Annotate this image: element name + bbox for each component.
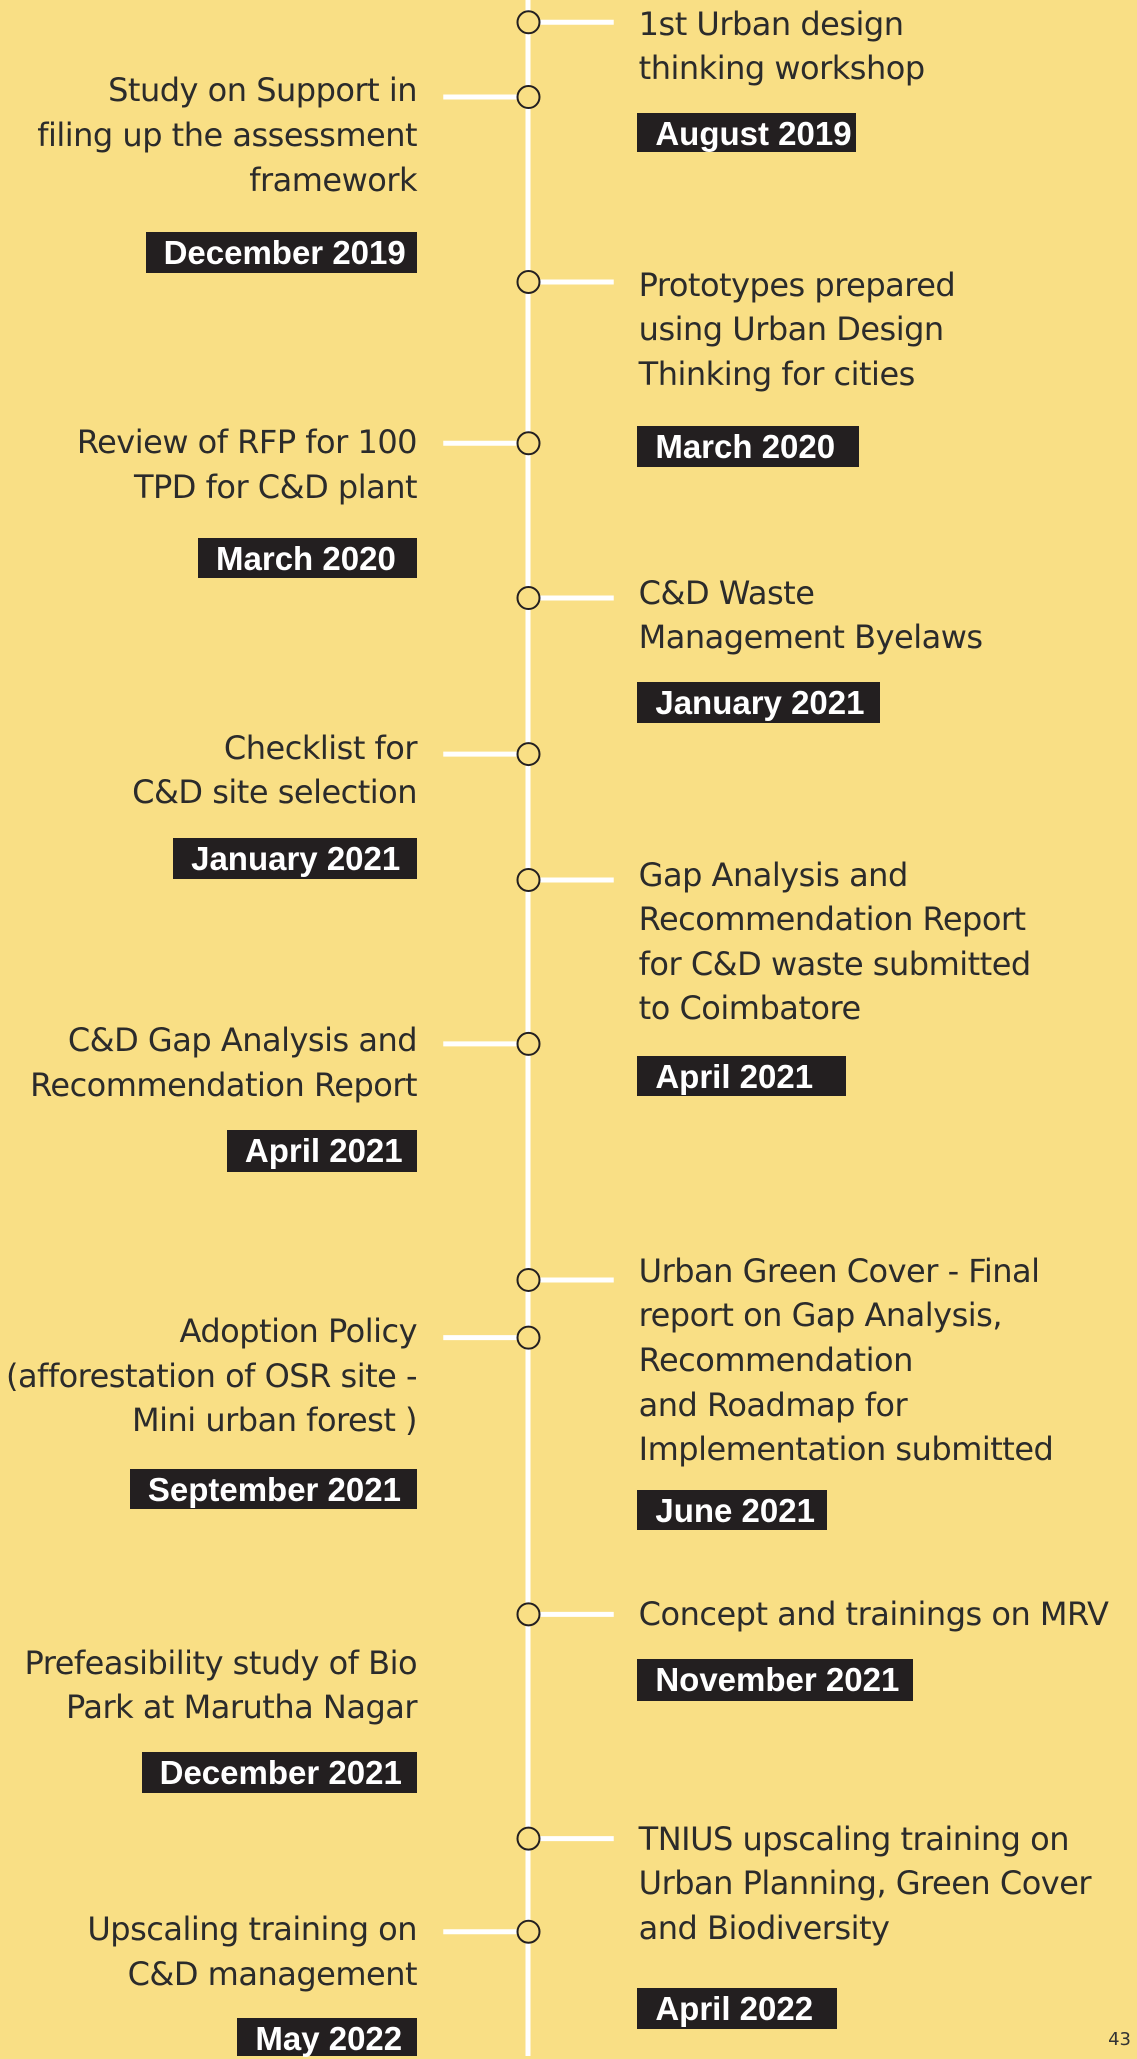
- event-text: report on Gap Analysis,: [638, 1296, 1003, 1335]
- node: [516, 1826, 541, 1851]
- event-text: filing up the assessment: [37, 116, 418, 155]
- event-date: November 2021: [637, 1658, 913, 1701]
- event-date: January 2021: [637, 681, 880, 723]
- event-text: Gap Analysis and: [638, 855, 909, 894]
- event-text: Concept and trainings on MRV: [638, 1595, 1109, 1634]
- node: [516, 1031, 541, 1056]
- node: [516, 269, 541, 294]
- event-text: thinking workshop: [638, 49, 925, 88]
- event-text: Upscaling training on: [87, 1910, 418, 1949]
- event-text: Park at Marutha Nagar: [65, 1688, 418, 1727]
- event-text: and Roadmap for: [638, 1385, 908, 1424]
- event-text: C&D management: [127, 1954, 418, 1993]
- event-text: using Urban Design: [638, 310, 945, 349]
- event-date: March 2020: [198, 537, 418, 579]
- event-date: January 2021: [173, 837, 418, 879]
- event-text: Study on Support in: [108, 71, 418, 110]
- event-date: April 2021: [637, 1055, 846, 1097]
- event-text: C&D site selection: [132, 773, 418, 812]
- event-date: April 2022: [637, 1988, 837, 2029]
- event-text: 1st Urban design: [638, 4, 904, 43]
- event-text: Checklist for: [223, 728, 418, 767]
- page-number: 43: [1108, 2029, 1131, 2050]
- node: [516, 1919, 541, 1944]
- event-date: June 2021: [637, 1489, 828, 1531]
- node: [516, 1602, 541, 1627]
- event-text: Thinking for cities: [638, 354, 916, 393]
- node: [516, 85, 541, 110]
- event-text: Implementation submitted: [638, 1430, 1054, 1469]
- event-text: Recommendation: [638, 1340, 914, 1379]
- event-text: TNIUS upscaling training on: [638, 1819, 1070, 1858]
- event-date: December 2021: [141, 1752, 418, 1793]
- event-text: Urban Planning, Green Cover: [638, 1864, 1092, 1903]
- event-date: March 2020: [637, 426, 859, 467]
- event-text: Mini urban forest ): [132, 1401, 418, 1440]
- event-text: Recommendation Report: [638, 900, 1026, 939]
- node: [516, 586, 541, 611]
- event-text: Management Byelaws: [638, 618, 983, 657]
- event-text: framework: [249, 160, 418, 199]
- node: [516, 1325, 541, 1350]
- event-text: TPD for C&D plant: [133, 467, 418, 506]
- event-date: December 2019: [145, 232, 418, 273]
- event-text: Urban Green Cover - Final: [638, 1251, 1040, 1290]
- node: [516, 431, 541, 456]
- event-text: Prototypes prepared: [638, 265, 956, 304]
- event-date: April 2021: [226, 1130, 418, 1173]
- event-text: for C&D waste submitted: [638, 944, 1032, 983]
- event-date: September 2021: [129, 1468, 418, 1510]
- event-text: to Coimbatore: [638, 989, 861, 1028]
- event-text: Adoption Policy: [179, 1312, 418, 1351]
- event-date: August 2019: [637, 112, 857, 153]
- event-text: C&D Waste: [638, 573, 815, 612]
- node: [516, 1267, 541, 1292]
- event-text: Recommendation Report: [30, 1065, 418, 1104]
- event-text: C&D Gap Analysis and: [67, 1020, 418, 1059]
- event-text: (afforestation of OSR site -: [5, 1356, 418, 1395]
- node: [516, 867, 541, 892]
- event-date: May 2022: [237, 2018, 418, 2057]
- event-text: Prefeasibility study of Bio: [24, 1643, 418, 1682]
- node: [516, 742, 541, 767]
- node: [516, 10, 541, 35]
- event-text: and Biodiversity: [638, 1908, 890, 1947]
- event-text: Review of RFP for 100: [76, 422, 418, 461]
